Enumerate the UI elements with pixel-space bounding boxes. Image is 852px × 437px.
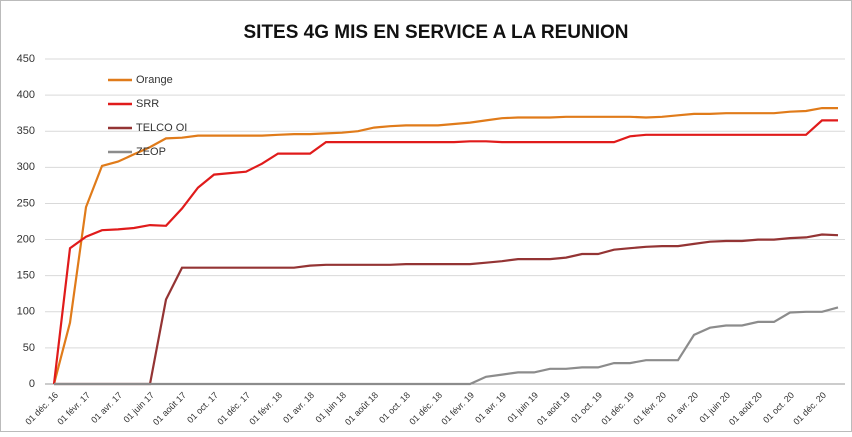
series-line	[54, 233, 839, 386]
y-tick-label: 150	[17, 270, 35, 282]
series-line	[52, 119, 838, 385]
y-tick-label: 50	[23, 342, 35, 354]
y-tick-label: 350	[17, 125, 35, 137]
chart-title: SITES 4G MIS EN SERVICE A LA REUNION	[244, 22, 629, 43]
y-tick-label: 0	[29, 378, 35, 390]
y-tick-label: 250	[17, 197, 35, 209]
series-line	[54, 306, 839, 386]
y-tick-label: 200	[17, 233, 35, 245]
series-line	[52, 107, 838, 385]
legend-label: TELCO OI	[136, 122, 187, 134]
y-tick-label: 300	[17, 161, 35, 173]
legend-label: Orange	[136, 74, 173, 86]
legend-label: ZEOP	[136, 146, 166, 158]
y-tick-label: 100	[17, 306, 35, 318]
y-tick-label: 450	[17, 53, 35, 65]
legend-label: SRR	[136, 98, 159, 110]
y-tick-label: 400	[17, 89, 35, 101]
